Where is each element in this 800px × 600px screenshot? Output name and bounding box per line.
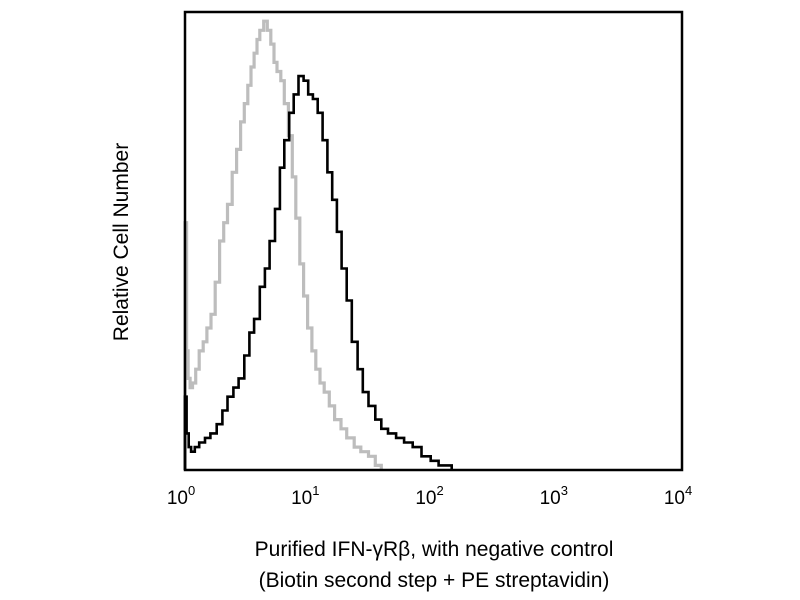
histogram-series-1 [183,19,383,470]
x-tick-label: 101 [291,483,319,509]
x-tick-labels: 100 101 102 103 104 [167,483,692,509]
x-tick-label: 100 [167,483,195,509]
x-axis-label-line-2: (Biotin second step + PE streptavidin) [259,569,610,592]
x-axis-label-line-1: Purified IFN-γRβ, with negative control [255,538,614,561]
x-tick-label: 103 [540,483,568,509]
x-tick-label: 102 [415,483,443,509]
x-tick-label: 104 [664,483,692,509]
y-axis-label: Relative Cell Number [110,143,133,341]
histogram-series-2 [183,74,453,470]
plot-area-group [183,19,453,470]
plot-frame [183,10,684,472]
